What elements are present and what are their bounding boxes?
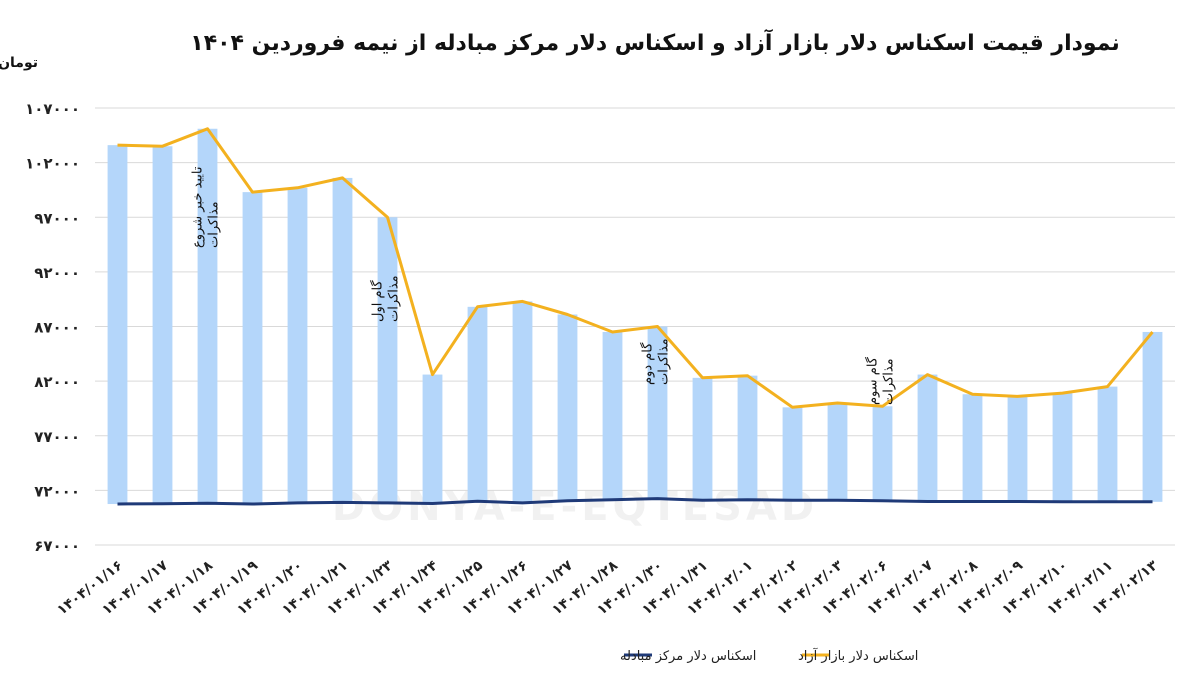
legend-label-official: اسکناس دلار مرکز مبادله: [620, 649, 756, 664]
annotation: تایید خبر شروع مذاکرات: [191, 166, 222, 248]
bar: [467, 306, 488, 502]
bar: [782, 407, 803, 501]
bar: [872, 406, 893, 501]
y-tick-label: ۱۰۲۰۰۰: [25, 155, 80, 173]
bar: [692, 377, 713, 501]
bar: [422, 374, 443, 504]
annotation-text: تایید خبر شروع: [191, 166, 206, 248]
y-tick-label: ۷۲۰۰۰: [34, 482, 80, 500]
annotation-text: مذاکرات: [387, 275, 402, 322]
annotation: گام اول مذاکرات: [370, 275, 402, 322]
bar: [107, 145, 128, 505]
x-axis-ticks: ۱۴۰۴/۰۱/۱۶۱۴۰۴/۰۱/۱۷۱۴۰۴/۰۱/۱۸۱۴۰۴/۰۱/۱۹…: [54, 557, 1161, 618]
bar: [962, 394, 983, 502]
y-tick-label: ۷۷۰۰۰: [34, 428, 80, 446]
bar: [512, 301, 533, 503]
bar: [917, 374, 938, 502]
y-tick-label: ۹۲۰۰۰: [34, 264, 80, 282]
annotation-text: مذاکرات: [657, 338, 672, 385]
bar: [647, 326, 668, 499]
y-axis-unit: تومان: [0, 55, 38, 71]
y-tick-label: ۱۰۷۰۰۰: [25, 100, 80, 118]
bar: [332, 177, 353, 503]
bar: [1007, 396, 1028, 502]
annotation-text: مذاکرات: [207, 201, 222, 248]
bar: [557, 314, 578, 501]
y-axis-ticks: ۶۷۰۰۰ ۷۲۰۰۰ ۷۷۰۰۰ ۸۲۰۰۰ ۸۷۰۰۰ ۹۲۰۰۰ ۹۷۰۰۰ ۱۰۲۰۰…: [25, 100, 80, 555]
annotation-text: گام اول: [370, 280, 386, 322]
bar: [1052, 393, 1073, 502]
line-series: [117, 127, 1154, 506]
official-rate-line: [117, 497, 1153, 506]
free-market-line: [117, 127, 1154, 409]
bar: [602, 331, 623, 500]
y-tick-label: ۸۲۰۰۰: [34, 373, 80, 391]
annotation: گام دوم مذاکرات: [640, 338, 672, 385]
chart-title: نمودار قیمت اسکناس دلار بازار آزاد و اسک…: [190, 28, 1119, 56]
annotation-text: گام دوم: [640, 342, 656, 385]
bar: [737, 375, 758, 500]
y-tick-label: ۸۷۰۰۰: [34, 319, 80, 337]
legend-label-free-market: اسکناس دلار بازار آزاد: [798, 647, 918, 664]
bar: [827, 402, 848, 501]
annotation-text: مذاکرات: [882, 358, 897, 405]
bar: [287, 187, 308, 503]
bar: [1097, 386, 1118, 502]
bar: [242, 192, 263, 505]
bar: [377, 217, 398, 503]
bar: [152, 146, 173, 504]
y-tick-label: ۶۷۰۰۰: [34, 537, 80, 555]
annotation: گام سوم مذاکرات: [865, 356, 897, 405]
legend: اسکناس دلار مرکز مبادله اسکناس دلار بازا…: [620, 647, 918, 664]
bar: [197, 128, 218, 504]
bar-series: [107, 128, 1163, 505]
gridlines: [95, 107, 1175, 546]
y-tick-label: ۹۷۰۰۰: [34, 209, 80, 227]
annotation-text: گام سوم: [865, 356, 881, 405]
bar: [1142, 331, 1163, 502]
